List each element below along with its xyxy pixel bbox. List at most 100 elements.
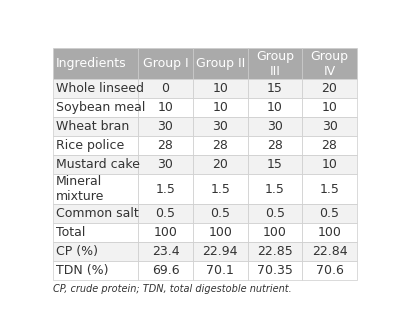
Bar <box>53 261 138 280</box>
Bar <box>248 204 302 223</box>
Bar <box>302 117 357 136</box>
Bar <box>138 261 193 280</box>
Text: 1.5: 1.5 <box>156 183 176 196</box>
Bar <box>248 48 302 79</box>
Bar <box>53 155 138 175</box>
Bar <box>138 223 193 242</box>
Text: 20: 20 <box>212 158 228 172</box>
Text: 22.94: 22.94 <box>202 245 238 258</box>
Bar <box>193 48 248 79</box>
Text: 10: 10 <box>158 102 174 114</box>
Text: Group I: Group I <box>143 57 188 70</box>
Bar <box>138 242 193 261</box>
Bar <box>138 155 193 175</box>
Bar <box>248 98 302 117</box>
Text: Rice police: Rice police <box>56 139 124 152</box>
Text: 70.35: 70.35 <box>257 264 293 277</box>
Text: Ingredients: Ingredients <box>56 57 126 70</box>
Bar <box>302 223 357 242</box>
Text: 20: 20 <box>322 82 338 95</box>
Text: CP (%): CP (%) <box>56 245 98 258</box>
Text: CP, crude protein; TDN, total digestoble nutrient.: CP, crude protein; TDN, total digestoble… <box>53 284 292 294</box>
Text: 30: 30 <box>158 158 174 172</box>
Text: 70.1: 70.1 <box>206 264 234 277</box>
Text: 0.5: 0.5 <box>210 207 230 220</box>
Bar <box>53 223 138 242</box>
Text: 30: 30 <box>267 120 283 133</box>
Text: 100: 100 <box>318 226 342 239</box>
Bar <box>138 98 193 117</box>
Text: 10: 10 <box>212 82 228 95</box>
Text: 1.5: 1.5 <box>210 183 230 196</box>
Bar <box>138 79 193 98</box>
Text: 22.85: 22.85 <box>257 245 293 258</box>
Text: 10: 10 <box>322 102 338 114</box>
Bar <box>248 117 302 136</box>
Bar <box>248 223 302 242</box>
Bar <box>193 117 248 136</box>
Text: 22.84: 22.84 <box>312 245 347 258</box>
Bar <box>53 136 138 155</box>
Text: 28: 28 <box>158 139 174 152</box>
Text: 69.6: 69.6 <box>152 264 179 277</box>
Bar <box>302 136 357 155</box>
Bar <box>302 79 357 98</box>
Text: 10: 10 <box>322 158 338 172</box>
Text: Mineral
mixture: Mineral mixture <box>56 175 104 203</box>
Text: 15: 15 <box>267 158 283 172</box>
Text: 70.6: 70.6 <box>316 264 344 277</box>
Bar <box>302 204 357 223</box>
Text: 0.5: 0.5 <box>265 207 285 220</box>
Bar <box>248 242 302 261</box>
Bar <box>248 175 302 204</box>
Text: Mustard cake: Mustard cake <box>56 158 140 172</box>
Text: 100: 100 <box>208 226 232 239</box>
Text: 23.4: 23.4 <box>152 245 179 258</box>
Text: 0.5: 0.5 <box>320 207 340 220</box>
Text: 28: 28 <box>212 139 228 152</box>
Bar <box>53 175 138 204</box>
Bar <box>302 98 357 117</box>
Bar <box>193 136 248 155</box>
Text: Wheat bran: Wheat bran <box>56 120 129 133</box>
Text: Soybean meal: Soybean meal <box>56 102 145 114</box>
Bar <box>53 79 138 98</box>
Bar <box>138 117 193 136</box>
Bar <box>138 204 193 223</box>
Text: 100: 100 <box>154 226 178 239</box>
Bar <box>193 79 248 98</box>
Bar <box>53 117 138 136</box>
Text: 28: 28 <box>267 139 283 152</box>
Bar <box>302 48 357 79</box>
Bar <box>53 48 138 79</box>
Text: Group II: Group II <box>196 57 245 70</box>
Bar <box>53 204 138 223</box>
Bar <box>53 242 138 261</box>
Text: 30: 30 <box>158 120 174 133</box>
Text: 100: 100 <box>263 226 287 239</box>
Bar <box>302 175 357 204</box>
Bar <box>302 155 357 175</box>
Bar <box>193 204 248 223</box>
Bar <box>138 175 193 204</box>
Text: 10: 10 <box>212 102 228 114</box>
Text: Common salt: Common salt <box>56 207 138 220</box>
Bar <box>138 136 193 155</box>
Text: 15: 15 <box>267 82 283 95</box>
Text: Group
IV: Group IV <box>310 50 348 78</box>
Bar <box>248 155 302 175</box>
Text: 0.5: 0.5 <box>156 207 176 220</box>
Text: Total: Total <box>56 226 85 239</box>
Text: 28: 28 <box>322 139 338 152</box>
Bar <box>193 223 248 242</box>
Bar <box>193 155 248 175</box>
Bar <box>193 175 248 204</box>
Bar <box>302 242 357 261</box>
Text: 30: 30 <box>322 120 338 133</box>
Bar <box>248 79 302 98</box>
Bar <box>302 261 357 280</box>
Bar <box>193 261 248 280</box>
Bar <box>138 48 193 79</box>
Text: 0: 0 <box>162 82 170 95</box>
Text: 1.5: 1.5 <box>265 183 285 196</box>
